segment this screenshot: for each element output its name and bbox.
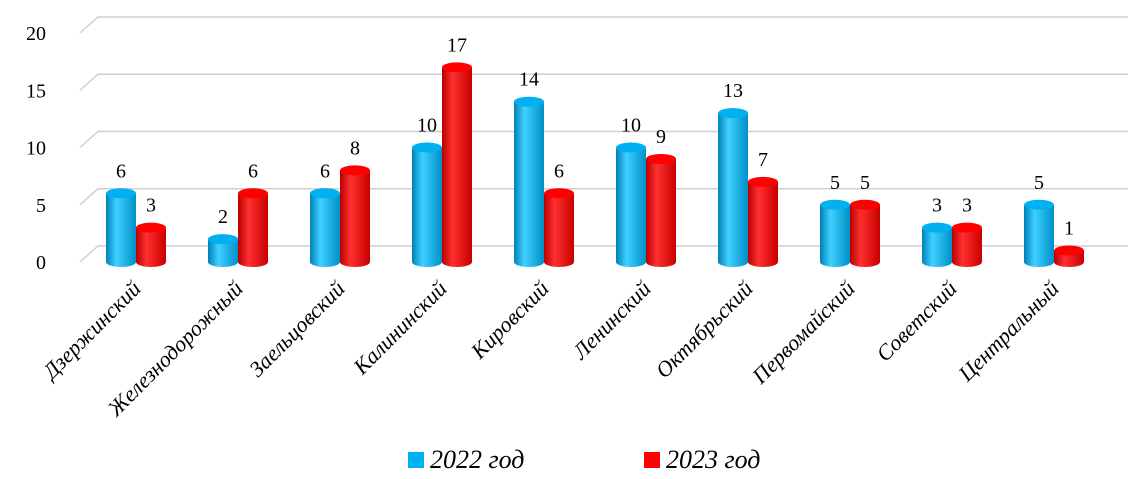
data-label: 5	[1034, 172, 1044, 194]
data-label: 17	[447, 34, 467, 56]
data-label: 6	[116, 160, 126, 182]
bar	[208, 234, 238, 267]
bar	[718, 108, 748, 268]
data-label: 13	[723, 80, 743, 102]
data-label: 5	[830, 172, 840, 194]
data-label: 6	[320, 160, 330, 182]
y-tick-label: 20	[26, 23, 46, 45]
data-label: 5	[860, 172, 870, 194]
y-axis-ticks: 0 5 10 15 20	[26, 23, 46, 274]
gridline	[79, 73, 1128, 91]
x-tick-label: Ленинский	[567, 276, 656, 365]
bar	[544, 188, 574, 267]
data-label: 9	[656, 126, 666, 148]
legend-swatch	[408, 452, 424, 468]
gridline	[79, 16, 1128, 34]
data-label: 2	[218, 206, 228, 228]
legend: 2022 год 2023 год	[408, 445, 760, 474]
x-tick-label: Октябрьский	[650, 276, 757, 383]
data-label: 1	[1064, 218, 1074, 240]
x-tick-label: Первомайский	[746, 276, 859, 389]
bar	[748, 176, 778, 267]
data-label: 10	[417, 115, 437, 137]
gridline	[79, 245, 1128, 263]
gridline	[79, 130, 1128, 149]
y-tick-label: 5	[36, 195, 46, 217]
y-tick-label: 0	[36, 252, 46, 274]
bar	[136, 222, 166, 267]
bars	[106, 62, 1084, 268]
data-label: 3	[932, 195, 942, 217]
gridlines	[79, 16, 1128, 263]
data-label: 3	[146, 195, 156, 217]
x-tick-label: Кировский	[465, 276, 553, 364]
legend-label: 2022 год	[430, 445, 524, 474]
legend-label: 2023 год	[666, 445, 760, 474]
bar	[442, 62, 472, 267]
bar	[412, 142, 442, 267]
data-label: 8	[350, 137, 360, 159]
x-tick-label: Советский	[871, 276, 961, 366]
data-label: 7	[758, 149, 768, 171]
y-tick-label: 15	[26, 80, 46, 102]
gridline	[79, 188, 1128, 206]
bar	[616, 142, 646, 267]
data-label: 10	[621, 115, 641, 137]
bar	[820, 199, 850, 267]
x-tick-label: Калининский	[348, 276, 452, 380]
data-label: 3	[962, 195, 972, 217]
bar	[340, 165, 370, 267]
x-tick-label: Заельцовский	[244, 276, 350, 382]
data-label: 6	[248, 160, 258, 182]
y-tick-label: 10	[26, 138, 46, 160]
legend-swatch	[644, 452, 660, 468]
bar	[1024, 199, 1054, 267]
bar	[106, 188, 136, 267]
bar	[952, 222, 982, 267]
bar	[850, 199, 880, 267]
x-tick-label: Центральный	[953, 276, 1064, 387]
bar	[922, 222, 952, 267]
data-label: 14	[519, 69, 539, 91]
bar	[1054, 245, 1084, 267]
bar	[514, 96, 544, 267]
x-tick-label: Дзержинский	[36, 276, 145, 385]
bar	[238, 188, 268, 267]
data-label: 6	[554, 160, 564, 182]
bar	[646, 153, 676, 267]
x-axis-categories: ДзержинскийЖелезнодорожныйЗаельцовскийКа…	[36, 276, 1063, 422]
bar	[310, 188, 340, 267]
